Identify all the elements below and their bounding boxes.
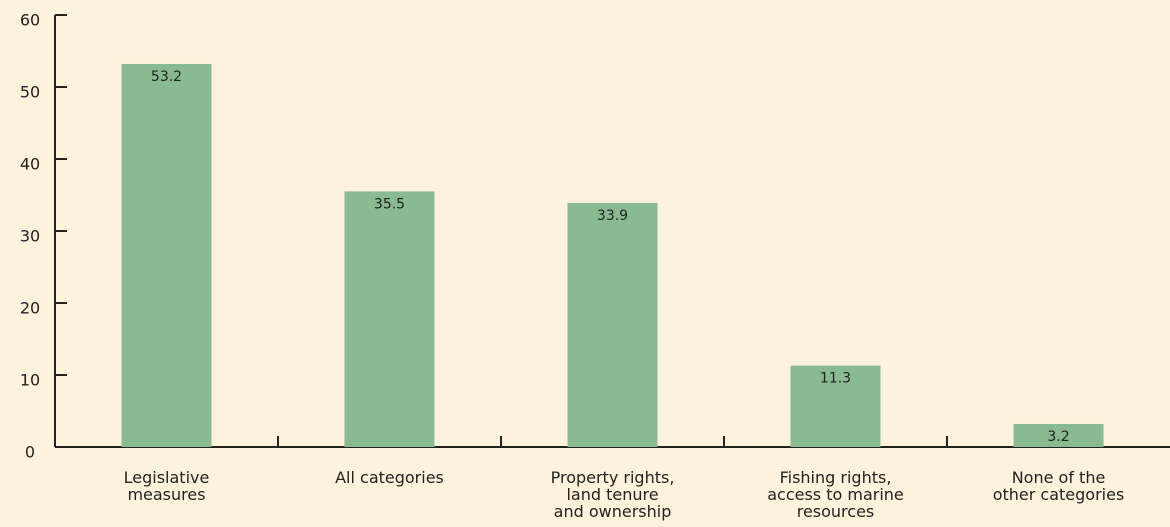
y-tick-label: 60 <box>20 11 40 30</box>
value-label: 3.2 <box>1047 429 1069 445</box>
bar <box>567 202 658 447</box>
bar <box>121 63 212 448</box>
x-tick-label: Fishing rights, access to marine resourc… <box>767 468 904 521</box>
y-tick-label: 0 <box>25 443 35 462</box>
y-tick-label: 40 <box>20 155 40 174</box>
bar <box>790 365 881 447</box>
x-tick-label: All categories <box>335 468 444 487</box>
bar <box>344 191 435 447</box>
y-tick-label: 20 <box>20 299 40 318</box>
value-label: 53.2 <box>151 69 182 85</box>
y-tick-label: 30 <box>20 227 40 246</box>
x-tick-label: Property rights, land tenure and ownersh… <box>550 468 675 521</box>
x-tick-label: None of the other categories <box>992 468 1125 504</box>
bar <box>1013 423 1104 447</box>
y-tick-label: 10 <box>20 371 40 390</box>
value-label: 35.5 <box>374 196 405 212</box>
y-tick-label: 50 <box>20 83 40 102</box>
x-tick-label: Legislative measures <box>123 468 210 504</box>
value-label: 33.9 <box>597 208 628 224</box>
value-label: 11.3 <box>820 371 851 387</box>
